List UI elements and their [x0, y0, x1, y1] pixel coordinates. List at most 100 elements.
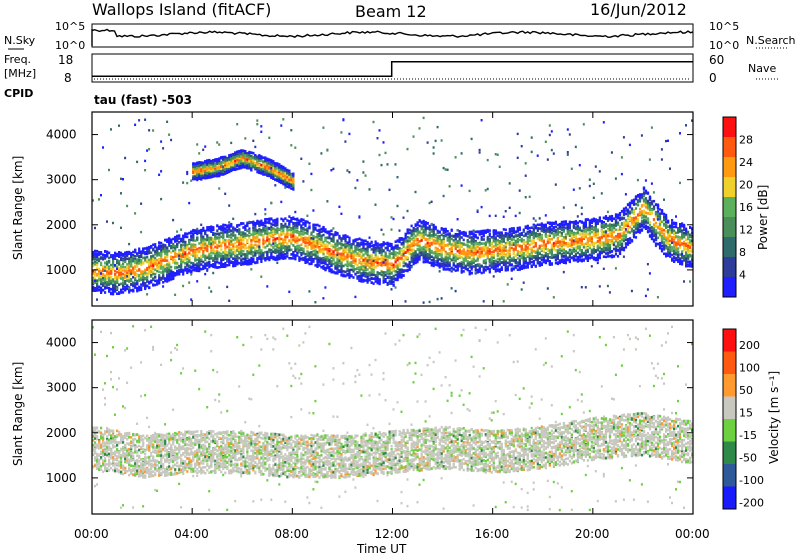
heatmap-cell [218, 171, 221, 175]
heatmap-cell [94, 260, 97, 264]
heatmap-cell [388, 282, 391, 285]
heatmap-cell [214, 171, 217, 175]
heatmap-cell [292, 254, 295, 257]
heatmap-cell [306, 236, 309, 240]
heatmap-cell [298, 244, 301, 248]
heatmap-cell [340, 258, 343, 262]
heatmap-cell [320, 230, 323, 233]
heatmap-cell [388, 254, 391, 257]
heatmap-cell [290, 234, 293, 237]
heatmap-cell [94, 263, 97, 266]
heatmap-cell [96, 283, 99, 287]
heatmap-cell [228, 158, 231, 161]
heatmap-cell [280, 233, 283, 236]
heatmap-cell [338, 259, 341, 262]
heatmap-cell [182, 258, 185, 262]
heatmap-cell [168, 269, 171, 272]
heatmap-cell [264, 218, 267, 221]
heatmap-cell [360, 254, 363, 258]
heatmap-cell [392, 281, 395, 284]
heatmap-cell [232, 234, 235, 237]
heatmap-cell [282, 177, 285, 180]
heatmap-cell [198, 259, 201, 262]
heatmap-cell [270, 167, 273, 170]
heatmap-cell [202, 239, 205, 243]
heatmap-cell [296, 236, 299, 240]
heatmap-cell [276, 243, 279, 247]
heatmap-cell [102, 284, 105, 287]
heatmap-cell [262, 164, 265, 167]
heatmap-cell [162, 147, 165, 150]
heatmap-cell [368, 263, 371, 267]
heatmap-cell [172, 244, 175, 247]
heatmap-cell [138, 247, 141, 251]
heatmap-cell [320, 241, 323, 244]
heatmap-cell [134, 265, 137, 268]
heatmap-cell [266, 172, 269, 176]
heatmap-cell [106, 270, 109, 273]
heatmap-cell [158, 244, 161, 248]
heatmap-cell [158, 258, 161, 262]
heatmap-cell [180, 248, 183, 251]
heatmap-cell [418, 251, 421, 255]
heatmap-cell [362, 240, 365, 243]
heatmap-cell [276, 246, 279, 249]
heatmap-cell [312, 226, 315, 230]
heatmap-cell [156, 263, 159, 267]
heatmap-cell [266, 236, 269, 240]
heatmap-cell [108, 267, 111, 270]
heatmap-cell [394, 251, 397, 255]
heatmap-cell [264, 171, 267, 174]
heatmap-cell [244, 162, 247, 166]
heatmap-cell [194, 167, 197, 170]
heatmap-cell [370, 254, 373, 257]
heatmap-cell [386, 262, 389, 266]
heatmap-cell [228, 227, 231, 230]
heatmap-cell [226, 245, 229, 249]
heatmap-cell [280, 223, 283, 226]
heatmap-cell [356, 266, 359, 270]
heatmap-cell [360, 272, 363, 275]
heatmap-cell [128, 269, 131, 272]
heatmap-cell [100, 273, 103, 277]
heatmap-cell [306, 260, 309, 264]
heatmap-cell [186, 170, 189, 174]
heatmap-cell [316, 250, 319, 254]
heatmap-cell [298, 250, 301, 254]
heatmap-cell [388, 275, 391, 279]
heatmap-cell [370, 241, 373, 244]
heatmap-cell [258, 233, 261, 236]
heatmap-cell [138, 262, 141, 265]
heatmap-cell [304, 241, 307, 244]
heatmap-cell [248, 161, 251, 165]
heatmap-cell [94, 277, 97, 280]
heatmap-cell [366, 242, 369, 246]
heatmap-cell [278, 168, 281, 172]
heatmap-cell [168, 237, 171, 240]
heatmap-cell [160, 276, 163, 280]
heatmap-cell [146, 273, 149, 277]
heatmap-cell [240, 150, 243, 153]
heatmap-cell [114, 257, 117, 260]
heatmap-cell [130, 254, 133, 257]
heatmap-cell [196, 266, 199, 269]
heatmap-cell [272, 171, 275, 175]
heatmap-cell [332, 254, 335, 258]
heatmap-cell [408, 267, 411, 271]
heatmap-cell [262, 226, 265, 230]
heatmap-cell [190, 179, 193, 182]
heatmap-cell [326, 266, 329, 270]
heatmap-cell [292, 233, 295, 237]
heatmap-cell [300, 232, 303, 236]
heatmap-cell [282, 228, 285, 232]
heatmap-cell [174, 253, 177, 257]
heatmap-cell [128, 276, 131, 279]
heatmap-cell [282, 246, 285, 250]
heatmap-cell [394, 273, 397, 277]
heatmap-cell [306, 245, 309, 248]
heatmap-cell [278, 237, 281, 240]
heatmap-cell [258, 227, 261, 231]
heatmap-cell [206, 175, 209, 179]
heatmap-cell [242, 152, 245, 155]
nsearch-tick-top: 10^5 [709, 20, 739, 33]
